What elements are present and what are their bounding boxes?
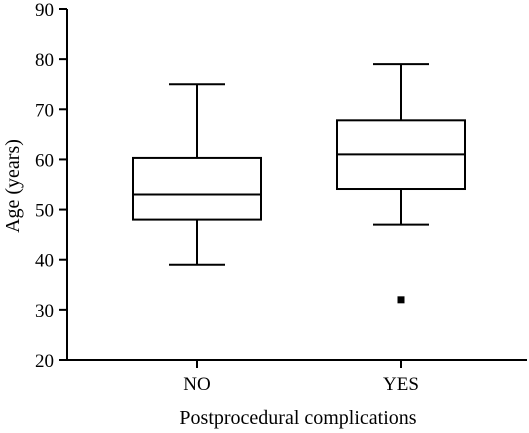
y-tick-label: 90: [35, 0, 54, 21]
y-axis-title: Age (years): [2, 139, 24, 233]
x-tick-label: YES: [383, 374, 419, 395]
y-tick-label: 60: [35, 150, 54, 171]
y-tick-label: 40: [35, 251, 54, 272]
y-tick-label: 50: [35, 201, 54, 222]
plot-area: 20 30 40 50 60 70 80 90 NO YES: [35, 0, 527, 395]
y-tick-label: 20: [35, 351, 54, 372]
box-no: [132, 156, 262, 221]
outlier-point-yes: [397, 296, 405, 304]
y-tick-label: 30: [35, 301, 54, 322]
y-tick-label: 70: [35, 100, 54, 121]
x-axis-title: Postprocedural complications: [179, 407, 416, 429]
y-tick-label: 80: [35, 50, 54, 71]
x-tick-label: NO: [183, 374, 210, 395]
